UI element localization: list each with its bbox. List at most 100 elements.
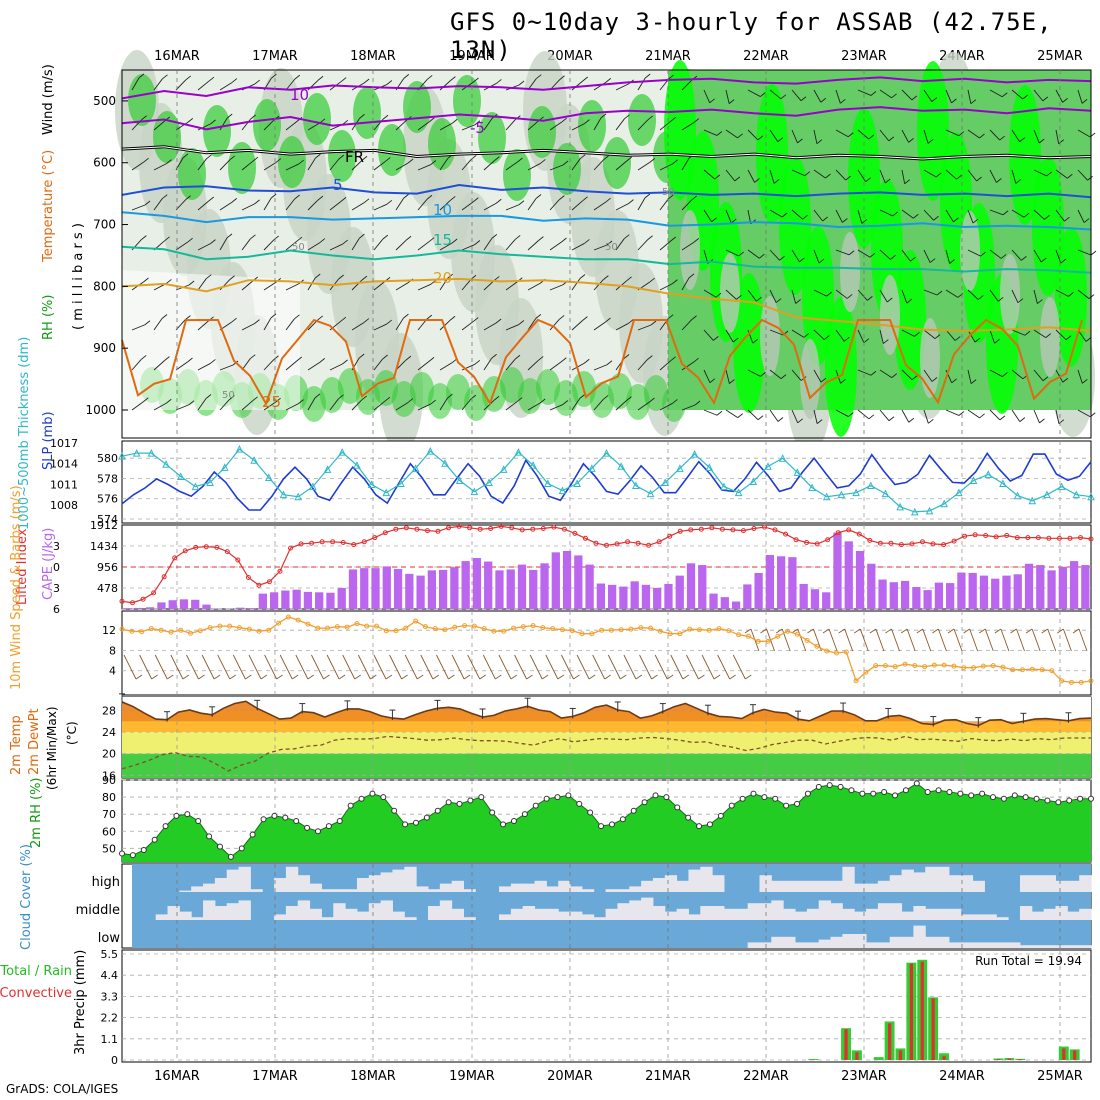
wind-barb <box>571 362 585 371</box>
wind-barb <box>241 160 254 171</box>
wind-barb <box>175 404 190 411</box>
wind-barb <box>769 89 782 100</box>
wind-barb <box>241 400 253 411</box>
slp-tick-label: 1008 <box>50 499 78 512</box>
wind-barb <box>549 404 564 411</box>
temp-tick-label: 16 <box>102 769 116 782</box>
rh-point <box>510 818 517 824</box>
cloud-bar-middle <box>723 908 737 920</box>
wind-barb-flag <box>644 193 651 199</box>
cloud-bar-middle <box>534 908 547 920</box>
wind-barb-flag <box>314 273 321 279</box>
wind-barb <box>197 243 211 251</box>
rh-point <box>794 800 801 807</box>
wind-barb <box>217 654 231 680</box>
wind-barb <box>461 278 472 291</box>
wind-barb <box>945 409 960 416</box>
wind-speed-point <box>912 663 918 669</box>
li-point <box>151 590 157 596</box>
wind-barb-flag <box>166 279 172 284</box>
wind-barb-flag <box>888 136 895 142</box>
wind-barb <box>879 249 891 260</box>
cape-bar <box>709 593 718 609</box>
wind-barb <box>703 89 711 103</box>
wind-barb <box>483 399 495 411</box>
thickness-point <box>837 490 846 499</box>
cape-bar <box>517 564 527 609</box>
wind-barb <box>1033 129 1040 144</box>
wind-barb-flag <box>1045 333 1052 338</box>
rh-point <box>1088 795 1094 802</box>
wind-barb <box>659 240 672 251</box>
cape-bar <box>438 569 448 609</box>
wind-barb-flag <box>869 252 876 258</box>
cloud-bar-middle <box>1079 908 1092 920</box>
wind-barb <box>857 329 865 343</box>
wind-barb <box>571 123 585 131</box>
wind-barb-flag <box>670 116 677 122</box>
wind-barb-flag <box>407 158 414 164</box>
thickness-point <box>1043 490 1051 499</box>
wind-barb-flag <box>672 159 678 165</box>
wind-barb-flag <box>231 78 238 83</box>
thickness-point <box>632 481 640 490</box>
wind-barb-flag <box>573 674 580 680</box>
wind-barb-flag <box>315 153 321 159</box>
wind-barb-flag <box>198 674 205 680</box>
cloud-bar-middle <box>321 917 334 920</box>
cape-bar <box>1013 574 1022 609</box>
wind-barb-flag <box>759 253 765 259</box>
wind-barb-flag <box>361 275 368 281</box>
cape-tick-label: 956 <box>97 561 118 574</box>
rh-axis-label: RH (%) <box>41 295 56 340</box>
wind-barb-flag <box>340 316 347 322</box>
thickness-point <box>705 463 714 471</box>
cloud-bar-high <box>439 883 453 892</box>
cape-bar <box>900 580 910 609</box>
wind-barb-flag <box>838 628 845 634</box>
cape-bar <box>743 584 752 609</box>
wind-barb <box>725 249 739 257</box>
cloud-bar-middle <box>652 906 666 920</box>
wind-barb <box>923 89 933 102</box>
wind-barb-flag <box>732 337 739 343</box>
thickness-point <box>353 461 361 469</box>
cloud-bar-high <box>901 869 914 892</box>
wind-barb <box>219 399 230 411</box>
wind-barb-flag <box>294 314 300 320</box>
thickness-point <box>588 464 596 472</box>
wind-barb-flag <box>1072 628 1080 634</box>
wind-barb <box>989 209 1004 216</box>
cloud-bar-middle <box>913 906 926 920</box>
wind-speed-point <box>648 625 654 631</box>
wind-barb <box>329 398 339 411</box>
precip-convective-bar <box>909 963 913 1060</box>
wind-barb <box>263 162 277 171</box>
precip-convective-bar <box>942 1056 946 1060</box>
wind-barb-flag <box>1019 417 1026 422</box>
bottom-date-label: 23MAR <box>841 1069 887 1084</box>
li-point <box>351 542 357 548</box>
wind-barb-flag <box>558 315 565 320</box>
precip-convective-bar <box>931 998 935 1060</box>
wind-barb <box>637 324 652 331</box>
wind-barb <box>901 289 908 304</box>
thickness-tick-label: 574 <box>97 513 118 526</box>
wind-barb-flag <box>958 131 965 137</box>
li-line <box>121 525 1092 604</box>
cape-bar <box>348 569 358 609</box>
wind-barb <box>285 198 295 211</box>
cape-bar <box>720 597 729 609</box>
wind-barb <box>461 244 476 251</box>
wind-barb-flag <box>891 373 898 378</box>
cloud-bar-high <box>842 866 855 892</box>
rh-point <box>412 819 419 826</box>
precip-tick-label: 5.5 <box>101 948 119 961</box>
cape-bar <box>833 532 842 609</box>
li-tick-label: 6 <box>53 603 60 616</box>
cloud-bar-high <box>333 889 346 892</box>
cape-bar <box>788 557 797 609</box>
wind-barb-flag <box>319 358 326 363</box>
wind-barb <box>615 400 627 411</box>
cloud-bar-high <box>499 886 512 892</box>
